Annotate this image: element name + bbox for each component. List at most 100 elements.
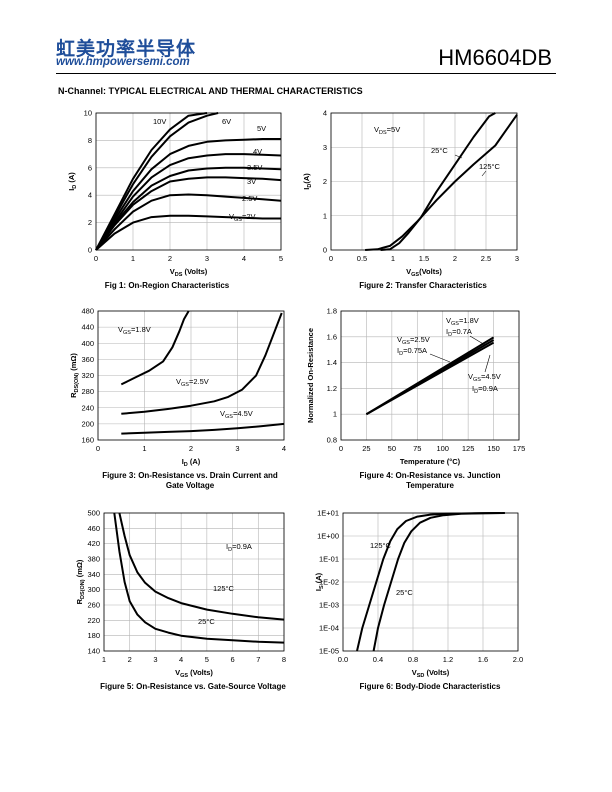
x-tick-label: 5 <box>205 655 209 664</box>
x-axis-label: Temperature (°C) <box>400 457 461 466</box>
x-axis-label: VSD (Volts) <box>412 668 450 679</box>
x-tick-label: 0.0 <box>338 655 348 664</box>
x-tick-label: 2 <box>189 444 193 453</box>
series-line-5v <box>95 138 281 251</box>
x-tick-label: 3 <box>515 254 519 263</box>
x-tick-label: 175 <box>513 444 526 453</box>
series-label: 10V <box>153 117 166 126</box>
series-label: 4V <box>253 147 262 156</box>
x-tick-label: 25 <box>362 444 370 453</box>
series-label: 6V <box>222 117 231 126</box>
series-label: 3V <box>247 177 256 186</box>
x-tick-label: 2.0 <box>513 655 523 664</box>
x-axis-label: VDS (Volts) <box>170 267 208 278</box>
x-tick-label: 75 <box>413 444 421 453</box>
y-tick-label: 180 <box>87 631 100 640</box>
series-label: VGS=2.5V <box>397 335 430 346</box>
x-tick-label: 0 <box>339 444 343 453</box>
y-tick-label: 160 <box>81 436 94 445</box>
chart-1: 0 1 2 3 4 5 0 2 4 6 8 10 VDS (Volts) ID (A) Fig 1: On-… <box>67 109 283 291</box>
y-tick-label: 300 <box>87 585 100 594</box>
label-leader <box>469 335 486 346</box>
y-tick-label: 1.6 <box>327 332 337 341</box>
x-axis-label: VGS(Volts) <box>406 267 442 278</box>
y-tick-label: 4 <box>88 191 92 200</box>
series-label: VDS=5V <box>374 125 400 136</box>
y-tick-label: 240 <box>81 403 94 412</box>
plot-frame <box>342 512 519 652</box>
figure-caption: Figure 6: Body-Diode Characteristics <box>360 682 501 691</box>
x-tick-label: 100 <box>436 444 449 453</box>
y-tick-label: 2 <box>323 177 327 186</box>
series-label: ID=0.7A <box>446 327 472 338</box>
series-line-125-c <box>365 114 518 251</box>
plot-frame <box>97 310 285 441</box>
figure-caption: Figure 5: On-Resistance vs. Gate-Source … <box>100 682 286 691</box>
y-axis-label: ID (A) <box>67 172 78 191</box>
y-tick-label: 140 <box>87 647 100 656</box>
y-tick-label: 0 <box>88 246 92 255</box>
y-axis-label: RDS(ON) (mΩ) <box>75 559 86 604</box>
y-tick-label: 1 <box>323 211 327 220</box>
y-tick-label: 1E+00 <box>317 532 339 541</box>
figure-caption: Fig 1: On-Region Characteristics <box>105 281 230 290</box>
series-line-125-c <box>118 512 285 621</box>
y-tick-label: 1 <box>333 410 337 419</box>
y-tick-label: 420 <box>87 539 100 548</box>
series-label: ID=0.9A <box>472 384 498 395</box>
section-title: N-Channel: TYPICAL ELECTRICAL AND THERMA… <box>58 86 363 96</box>
y-tick-label: 220 <box>87 616 100 625</box>
y-tick-label: 320 <box>81 371 94 380</box>
plot-frame <box>340 310 520 441</box>
series-line-vgs-2-5v <box>121 312 283 415</box>
y-tick-label: 1E+01 <box>317 509 339 518</box>
y-tick-label: 0 <box>323 246 327 255</box>
label-leader <box>481 170 487 177</box>
y-tick-label: 340 <box>87 570 100 579</box>
x-tick-label: 8 <box>282 655 286 664</box>
series-label: VGS=1.8V <box>118 325 151 336</box>
x-tick-label: 1.2 <box>443 655 453 664</box>
y-tick-label: 2 <box>88 218 92 227</box>
series-label: 125°C <box>213 584 235 593</box>
company-logo-chinese: 虹美功率半导体 <box>56 38 197 60</box>
y-tick-label: 260 <box>87 601 100 610</box>
figure-caption: Gate Voltage <box>166 481 215 490</box>
x-tick-label: 0 <box>96 444 100 453</box>
x-tick-label: 3 <box>235 444 239 453</box>
x-tick-label: 1.5 <box>419 254 429 263</box>
series-line-25-c <box>113 512 285 644</box>
header-divider <box>56 73 556 74</box>
series-label: 5V <box>257 124 266 133</box>
figure-caption: Figure 2: Transfer Characteristics <box>359 281 487 290</box>
figure-caption: Temperature <box>406 481 454 490</box>
y-tick-label: 1E-03 <box>319 601 339 610</box>
series-line-25-c <box>372 512 505 652</box>
x-axis-label: ID (A) <box>182 457 201 468</box>
figure-caption: Figure 4: On-Resistance vs. Junction <box>360 471 501 480</box>
y-tick-label: 1E-05 <box>319 647 339 656</box>
y-tick-label: 10 <box>84 109 92 118</box>
x-tick-label: 1 <box>131 254 135 263</box>
y-tick-label: 440 <box>81 323 94 332</box>
series-label: 25°C <box>198 617 215 626</box>
label-leader <box>484 354 491 373</box>
series-label: 25°C <box>396 588 413 597</box>
x-tick-label: 125 <box>462 444 475 453</box>
series-line-3v <box>95 176 282 251</box>
y-axis-label: IS (A) <box>314 572 325 591</box>
label-leader <box>454 154 463 159</box>
plot-frame <box>103 512 285 652</box>
chart-3: 0 1 2 3 4 160 200 240 280 320 360 400 440 480 ID (A) RD… <box>69 307 286 491</box>
x-tick-label: 4 <box>179 655 183 664</box>
y-tick-label: 1.2 <box>327 384 337 393</box>
x-tick-label: 0.8 <box>408 655 418 664</box>
series-label: ID=0.75A <box>397 346 427 357</box>
y-tick-label: 480 <box>81 307 94 316</box>
series-line-4v <box>95 153 282 251</box>
y-tick-label: 1E-01 <box>319 555 339 564</box>
y-tick-label: 6 <box>88 163 92 172</box>
series-line-6v <box>95 112 219 251</box>
y-tick-label: 360 <box>81 355 94 364</box>
